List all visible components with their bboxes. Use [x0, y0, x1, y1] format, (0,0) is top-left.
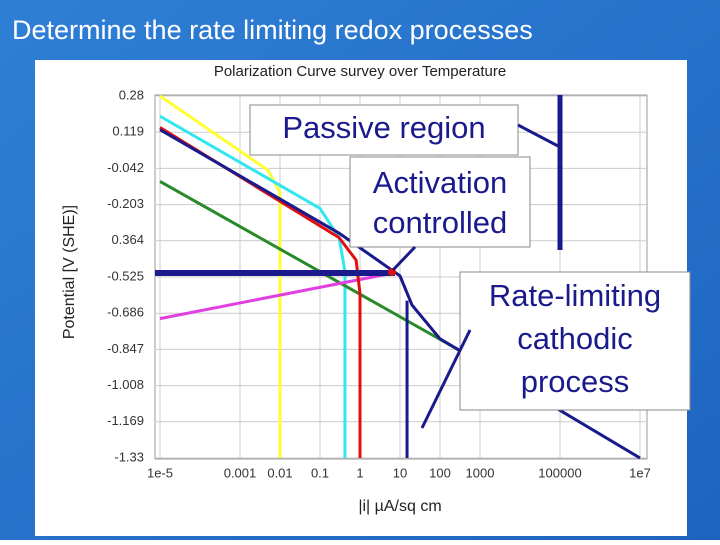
series-line — [159, 272, 391, 321]
x-axis-label: |i| µA/sq cm — [358, 498, 441, 515]
y-tick-label: -0.686 — [107, 305, 144, 320]
annotation-text: Passive region — [282, 110, 485, 145]
x-tick-label: 100000 — [538, 465, 581, 480]
annotation-box — [249, 104, 519, 156]
y-tick-label: -0.525 — [107, 268, 144, 283]
annotation-text: controlled — [373, 205, 507, 240]
x-tick-label: 0.001 — [224, 465, 257, 480]
y-tick-label: -0.847 — [107, 341, 144, 356]
x-tick-label: 1e7 — [629, 465, 651, 480]
annotation-box — [459, 271, 691, 411]
y-tick-label: -1.169 — [107, 413, 144, 428]
y-tick-label: -1.008 — [107, 377, 144, 392]
x-tick-label: 1e-5 — [147, 465, 173, 480]
x-tick-label: 0.1 — [311, 465, 329, 480]
arrow — [517, 123, 559, 148]
x-tick-label: 10 — [393, 465, 407, 480]
x-tick-label: 1000 — [466, 465, 495, 480]
x-tick-label: 0.01 — [267, 465, 292, 480]
annotation-text: cathodic — [517, 321, 632, 356]
y-tick-label: -0.042 — [107, 160, 144, 175]
y-axis-label: Potential [V (SHE)] — [61, 205, 78, 339]
series-line — [159, 180, 460, 352]
x-tick-label: 100 — [429, 465, 451, 480]
annotation-text: Activation — [373, 165, 507, 200]
annotation-text: Rate-limiting — [489, 278, 661, 313]
annotation-text: process — [521, 364, 630, 399]
arrow — [420, 329, 472, 429]
slide-title: Determine the rate limiting redox proces… — [12, 15, 533, 45]
series-line — [159, 126, 362, 458]
y-tick-label: -0.203 — [107, 196, 144, 211]
arrow — [391, 245, 417, 272]
chart-title: Polarization Curve survey over Temperatu… — [214, 63, 506, 80]
x-tick-label: 1 — [356, 465, 363, 480]
y-tick-label: 0.119 — [112, 124, 144, 139]
y-tick-label: 0.364 — [111, 232, 144, 247]
annotation-box — [349, 156, 531, 248]
y-tick-label: -1.33 — [114, 449, 144, 464]
y-tick-label: 0.28 — [119, 87, 144, 102]
